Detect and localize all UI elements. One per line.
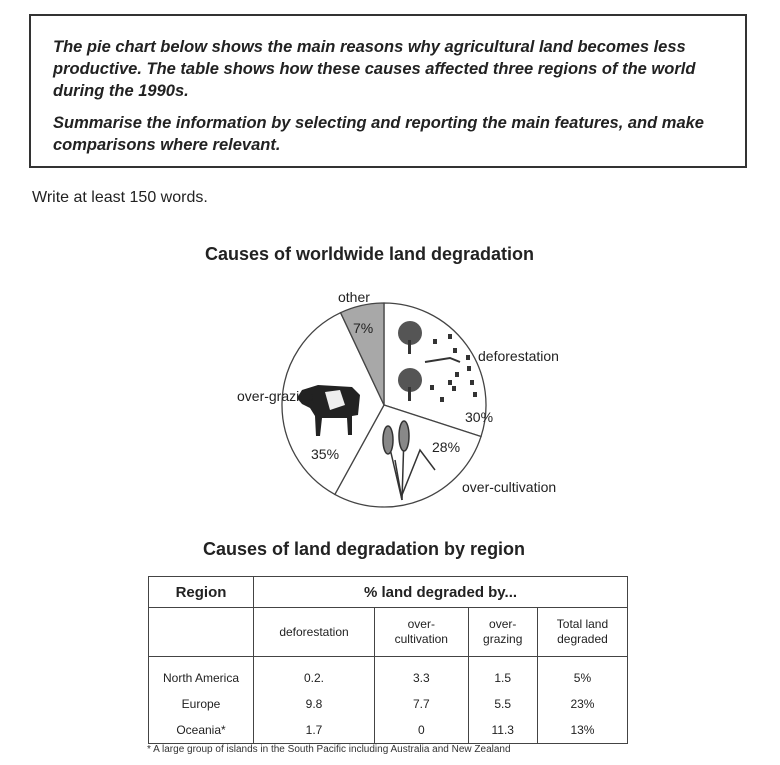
header-region: Region [148, 576, 254, 608]
stump-icon [467, 366, 471, 371]
land-degradation-table: Region % land degraded by... deforestati… [148, 576, 628, 744]
pie-slice-other [339, 302, 385, 406]
column-header-line: degraded [557, 632, 608, 646]
slice-label-other: other [338, 289, 370, 305]
value-cell: 13% [536, 717, 628, 744]
slice-value-deforestation: 30% [465, 409, 493, 425]
table-row: Oceania* 1.7 0 11.3 13% [149, 717, 628, 744]
value-cell: 5% [536, 656, 628, 691]
slice-value-over-cultivation: 28% [432, 439, 460, 455]
region-cell: North America [162, 671, 240, 685]
pie-slice-over-cultivation [333, 404, 482, 508]
slice-label-over-grazing: over-grazing [237, 388, 315, 404]
stump-icon [448, 334, 452, 339]
stump-icon [473, 392, 477, 397]
stump-icon [452, 386, 456, 391]
slice-label-deforestation: deforestation [478, 348, 559, 364]
cow-icon [297, 385, 360, 436]
table-row: North America 0.2. 3.3 1.5 5% [149, 656, 628, 691]
task-box: The pie chart below shows the main reaso… [29, 14, 747, 168]
stump-icon [453, 348, 457, 353]
region-cell: Europe [181, 697, 221, 711]
column-header-line: deforestation [279, 624, 349, 639]
column-header-line: over- [489, 617, 517, 631]
table-footnote: * A large group of islands in the South … [147, 744, 511, 755]
column-header-line: grazing [483, 632, 523, 646]
value-cell: 9.8 [252, 691, 375, 717]
column-header-line: cultivation [394, 632, 448, 646]
column-header: over-grazing [467, 607, 538, 657]
value-cell: 1.7 [252, 717, 375, 744]
stump-icon [455, 372, 459, 377]
header-group: % land degraded by... [253, 576, 628, 608]
table-row: Europe 9.8 7.7 5.5 23% [149, 691, 628, 717]
column-header: Total land degraded [536, 607, 628, 657]
task-instruction: Summarise the information by selecting a… [53, 114, 704, 154]
header-empty [148, 607, 254, 657]
value-cell: 7.7 [374, 691, 469, 717]
table-title: Causes of land degradation by region [203, 539, 526, 559]
value-cell: 11.3 [467, 717, 538, 744]
region-cell: Oceania* [176, 723, 226, 737]
pie-chart-title: Causes of worldwide land degradation [205, 244, 535, 264]
slice-label-over-cultivation: over-cultivation [462, 479, 556, 495]
column-header: over-cultivation [374, 607, 469, 657]
value-cell: 0.2. [252, 656, 375, 691]
value-cell: 0 [374, 717, 469, 744]
stump-icon [448, 380, 452, 385]
task-description: The pie chart below shows the main reaso… [53, 38, 696, 100]
value-cell: 3.3 [374, 656, 469, 691]
wheat-icon [382, 420, 436, 501]
slice-value-other: 7% [353, 320, 373, 336]
stump-icon [440, 397, 444, 402]
column-header: deforestation [252, 607, 375, 657]
stump-icon [433, 339, 437, 344]
column-header-line: Total land [556, 617, 609, 631]
word-count-instruction: Write at least 150 words. [32, 189, 208, 206]
column-header-line: over- [407, 617, 435, 631]
stump-icon [470, 380, 474, 385]
slice-value-over-grazing: 35% [311, 446, 339, 462]
stump-icon [430, 385, 434, 390]
value-cell: 23% [536, 691, 628, 717]
stump-icon [466, 355, 470, 360]
value-cell: 1.5 [467, 656, 538, 691]
value-cell: 5.5 [467, 691, 538, 717]
trees-and-stumps-icon [398, 321, 477, 402]
